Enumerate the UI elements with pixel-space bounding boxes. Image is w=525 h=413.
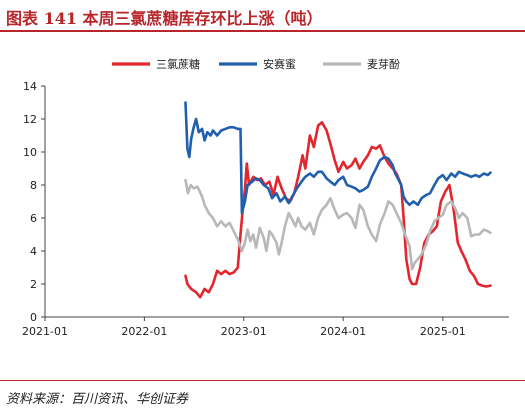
y-tick-label: 12: [23, 113, 37, 126]
figure-title: 图表 141 本周三氯蔗糖库存环比上涨（吨）: [6, 9, 323, 28]
line-chart: 三氯蔗糖 安赛蜜 麦芽酚 0 2 4 6 8 10 12 14 2021-01 2022-01 2023…: [22, 57, 509, 338]
legend-label-1: 安赛蜜: [263, 57, 296, 71]
x-tick-label: 2022-01: [121, 325, 167, 338]
y-tick-label: 2: [30, 278, 37, 291]
source-note: 资料来源：百川资讯、华创证券: [6, 392, 189, 407]
x-tick-label: 2024-01: [320, 325, 366, 338]
y-tick-label: 0: [30, 311, 37, 324]
footer-rule: [0, 380, 525, 381]
y-tick-label: 14: [23, 80, 37, 93]
y-tick-label: 8: [30, 179, 37, 192]
chart-legend: 三氯蔗糖 安赛蜜 麦芽酚: [112, 57, 400, 71]
legend-label-0: 三氯蔗糖: [156, 57, 200, 71]
legend-label-2: 麦芽酚: [367, 57, 400, 71]
y-tick-label: 6: [30, 212, 37, 225]
y-tick-label: 10: [23, 146, 37, 159]
chart-series: [184, 101, 492, 299]
series-line-1: [184, 101, 492, 215]
x-tick-label: 2025-01: [420, 325, 466, 338]
series-line-2: [184, 178, 492, 271]
x-tick-label: 2023-01: [221, 325, 267, 338]
y-tick-label: 4: [30, 245, 37, 258]
x-tick-label: 2021-01: [22, 325, 68, 338]
series-line-0: [184, 121, 492, 299]
chart-axes: 0 2 4 6 8 10 12 14 2021-01 2022-01 2023-01 2024-01 2…: [22, 80, 509, 338]
title-underline: [0, 30, 525, 32]
